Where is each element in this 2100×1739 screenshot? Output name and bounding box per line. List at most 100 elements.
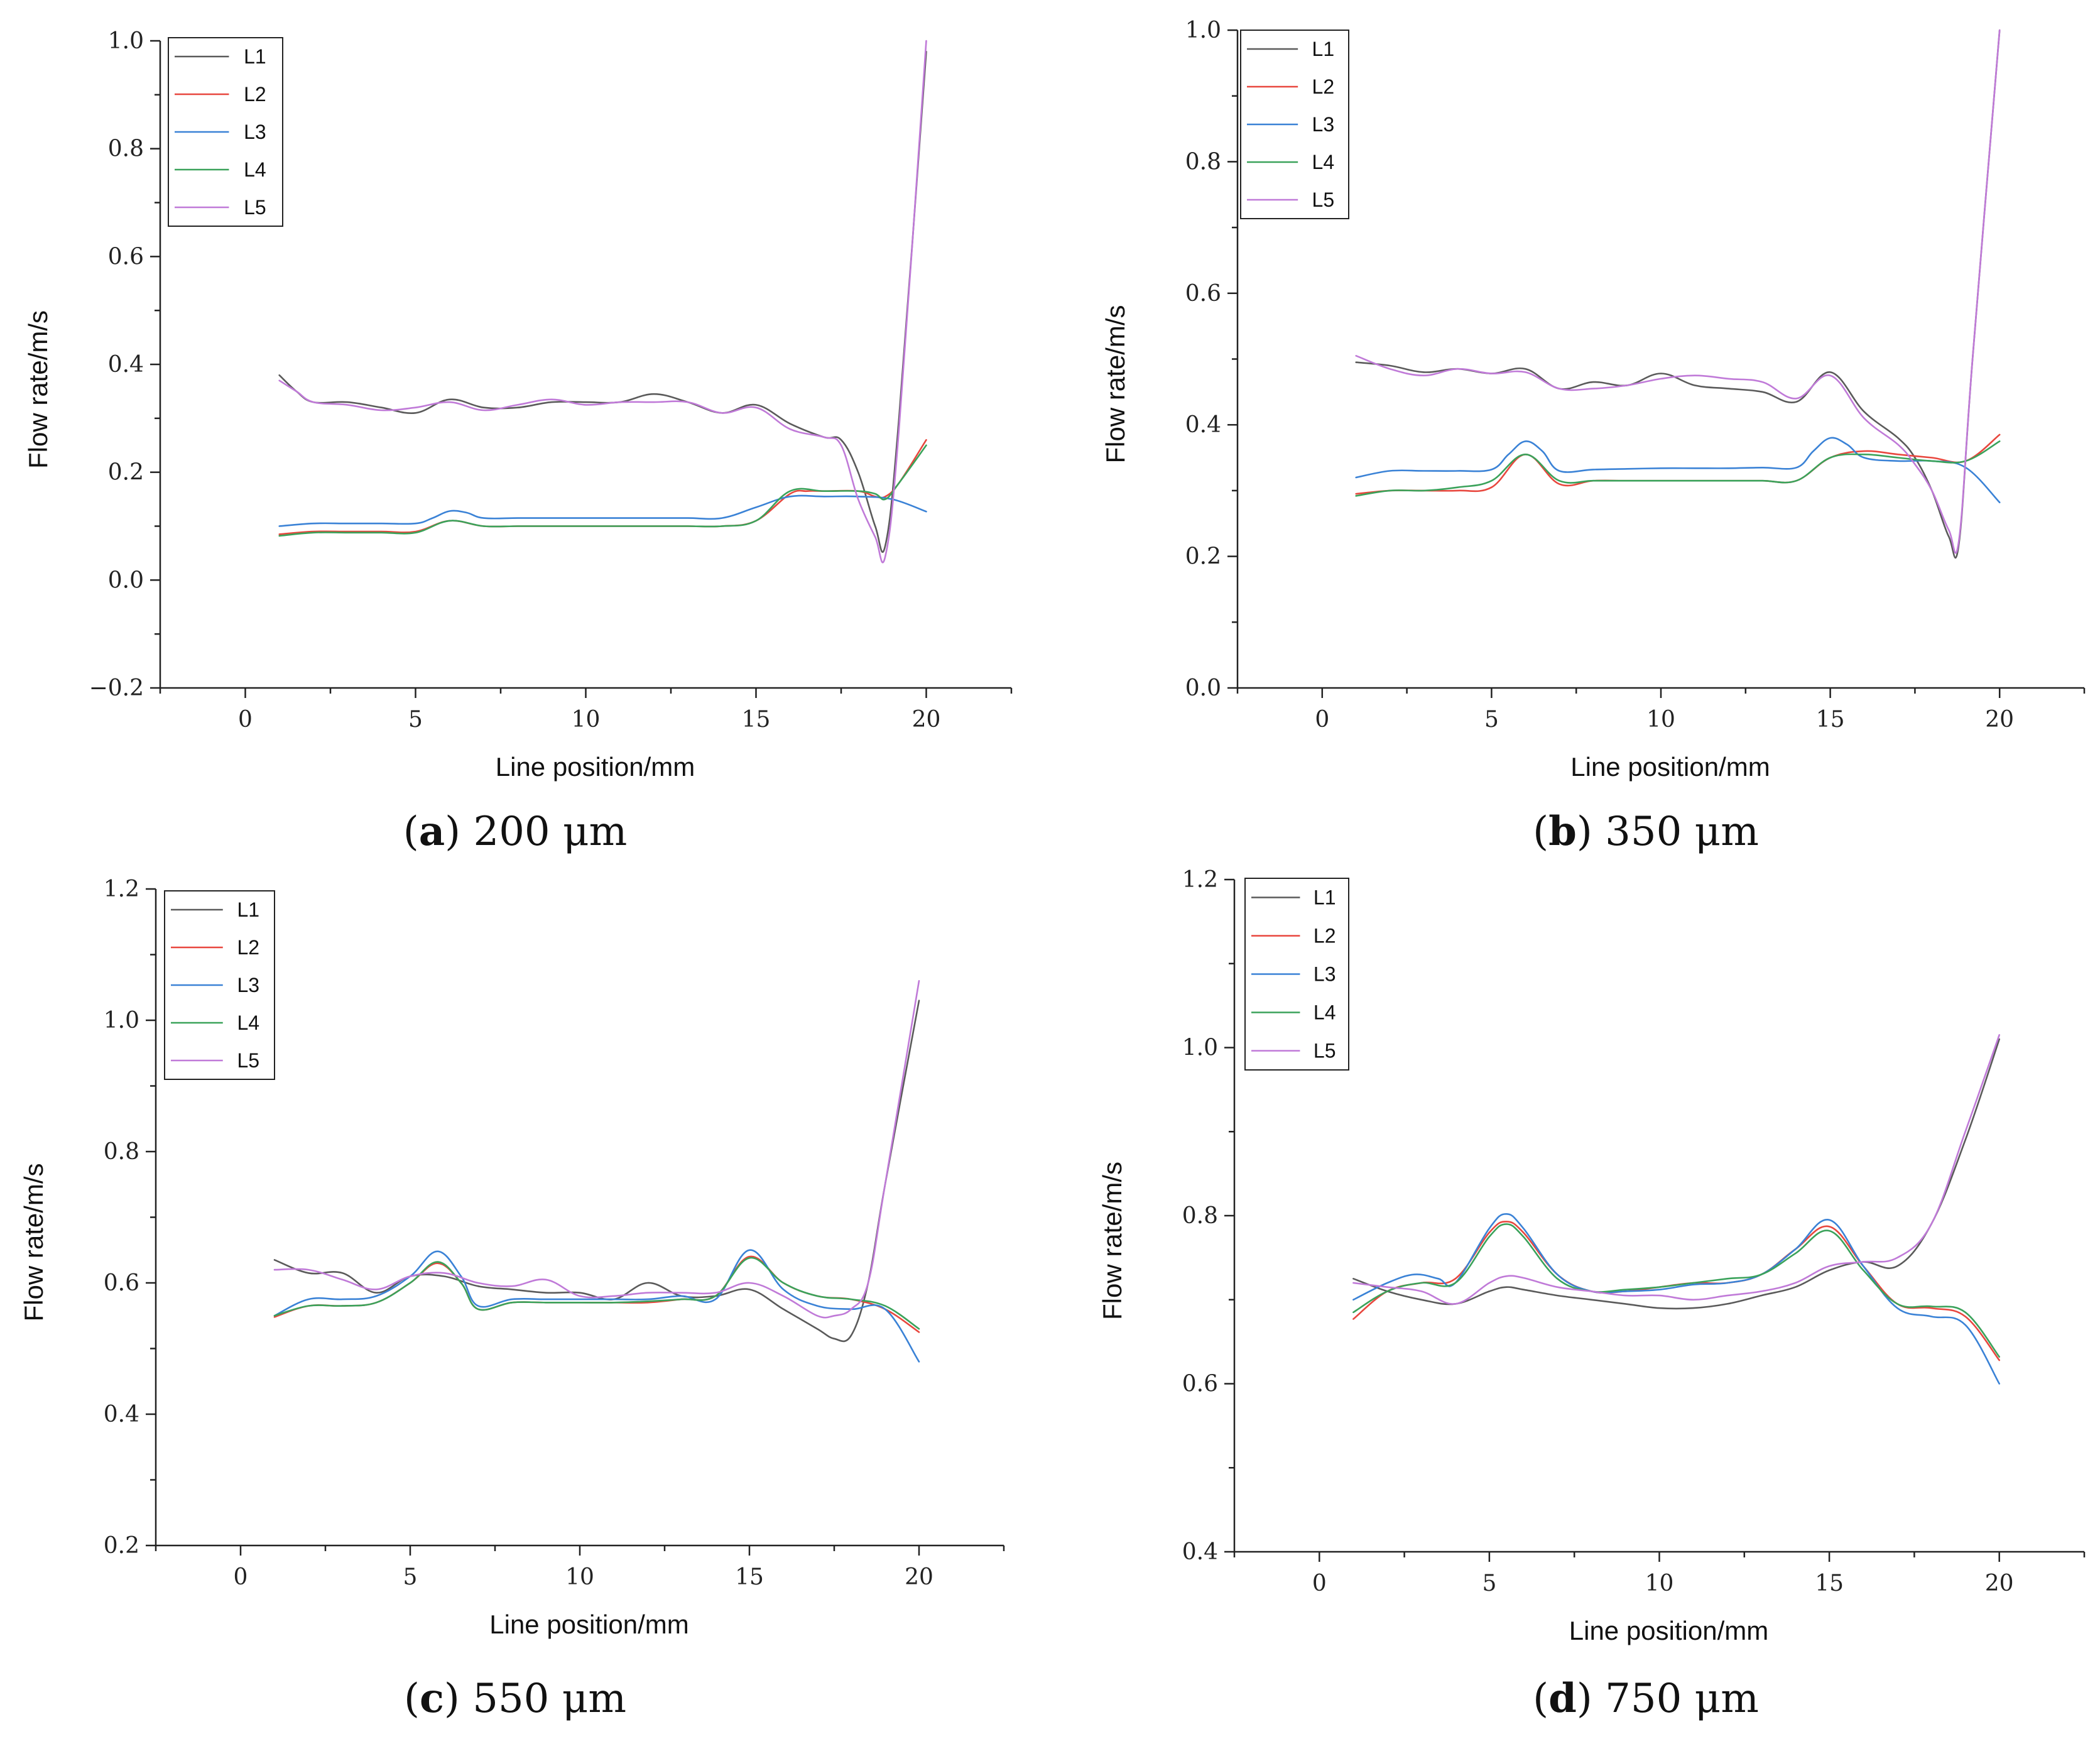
y-tick-label: 0.8 — [108, 136, 144, 162]
x-tick-label: 20 — [905, 1564, 933, 1590]
legend-label-l5: L5 — [1312, 188, 1335, 211]
y-tick-label: 0.8 — [1182, 1203, 1218, 1229]
caption-open-paren: ( — [404, 1676, 420, 1722]
series-group — [1355, 29, 2001, 559]
series-line-l5 — [278, 40, 927, 564]
caption-text: 550 μm — [460, 1676, 626, 1722]
series-line-l1 — [273, 1000, 920, 1343]
y-tick-label: 1.2 — [104, 876, 139, 902]
series-line-l3 — [273, 1249, 920, 1363]
y-tick-label: 1.0 — [104, 1008, 139, 1033]
x-tick-label: 5 — [1482, 1571, 1496, 1596]
caption-open-paren: ( — [1533, 809, 1548, 855]
y-tick-label: 0.0 — [1185, 675, 1221, 701]
x-tick-label: 20 — [1985, 1571, 2014, 1596]
x-tick-label: 20 — [912, 707, 941, 733]
y-tick-label: 0.4 — [104, 1402, 139, 1427]
y-tick-label: 0.8 — [104, 1139, 139, 1165]
series-group — [273, 980, 920, 1363]
x-axis-label: Line position/mm — [1569, 1616, 1768, 1645]
series-line-l5 — [1355, 29, 2001, 554]
series-group — [278, 40, 927, 564]
chart-panel-c: 0.2 0.4 0.6 0.8 1.0 1.2 0 5 10 15 20 Line position/… — [19, 876, 1005, 1722]
x-axis-label: Line position/mm — [489, 1610, 688, 1639]
series-line-l2 — [273, 1255, 920, 1333]
x-tick-label: 5 — [408, 707, 423, 733]
y-axis-label: Flow rate/m/s — [1097, 1162, 1127, 1320]
caption-close-paren: ) — [1577, 1676, 1592, 1722]
y-tick-label: 1.0 — [108, 28, 144, 54]
series-line-l3 — [1355, 437, 2001, 503]
y-axis-label: Flow rate/m/s — [1101, 305, 1130, 463]
y-tick-label: 0.2 — [108, 460, 144, 486]
y-tick-label: 0.4 — [1182, 1539, 1218, 1565]
chart-panel-a: −0.2 0.0 0.2 0.4 0.6 0.8 1.0 0 5 10 15 20 Line posit… — [23, 28, 1013, 855]
x-tick-label: 15 — [1816, 707, 1845, 733]
caption-close-paren: ) — [1577, 809, 1592, 855]
series-line-l4 — [273, 1257, 920, 1330]
legend-label-l5: L5 — [237, 1049, 260, 1072]
legend-label-l2: L2 — [1314, 925, 1336, 947]
panel-caption: (d) 750 μm — [1533, 1675, 1759, 1722]
x-tick-label: 10 — [572, 707, 601, 733]
y-tick-label: −0.2 — [89, 675, 144, 701]
x-tick-label: 5 — [403, 1564, 418, 1590]
series-line-l5 — [1352, 1034, 2000, 1305]
legend-label-l3: L3 — [1314, 963, 1336, 986]
x-tick-label: 10 — [565, 1564, 594, 1590]
legend: L1 L2 L3 L4 L5 — [1240, 30, 1349, 219]
y-tick-label: 0.4 — [108, 352, 144, 378]
y-tick-label: 1.2 — [1182, 867, 1218, 893]
x-tick-label: 15 — [735, 1564, 764, 1590]
series-line-l4 — [1352, 1223, 2000, 1358]
caption-open-paren: ( — [1533, 1676, 1548, 1722]
panel-caption: (b) 350 μm — [1533, 808, 1759, 855]
series-line-l3 — [278, 494, 927, 527]
legend-label-l1: L1 — [1314, 886, 1336, 909]
legend-label-l3: L3 — [244, 121, 266, 143]
x-tick-label: 0 — [1315, 707, 1329, 733]
legend-label-l5: L5 — [244, 196, 266, 219]
x-axis-label: Line position/mm — [496, 752, 695, 782]
caption-letter: c — [420, 1675, 444, 1722]
legend-label-l3: L3 — [237, 974, 260, 996]
x-tick-label: 0 — [238, 707, 253, 733]
y-tick-label: 1.0 — [1185, 18, 1221, 43]
legend-label-l2: L2 — [244, 83, 266, 106]
x-tick-label: 15 — [1815, 1571, 1844, 1596]
panel-caption: (c) 550 μm — [404, 1675, 626, 1722]
series-line-l4 — [278, 444, 927, 537]
y-tick-label: 0.0 — [108, 567, 144, 593]
series-line-l5 — [273, 980, 920, 1319]
legend: L1 L2 L3 L4 L5 — [1244, 878, 1349, 1071]
legend: L1 L2 L3 L4 L5 — [164, 890, 275, 1080]
y-tick-label: 0.6 — [1185, 281, 1221, 307]
caption-letter: b — [1548, 808, 1577, 855]
x-axis-label: Line position/mm — [1570, 752, 1770, 782]
x-tick-label: 10 — [1645, 1571, 1674, 1596]
y-axis-label: Flow rate/m/s — [23, 310, 53, 469]
legend-label-l4: L4 — [237, 1011, 260, 1034]
series-group — [1352, 1034, 2000, 1385]
x-tick-label: 0 — [1312, 1571, 1327, 1596]
caption-open-paren: ( — [403, 809, 419, 855]
legend-label-l5: L5 — [1314, 1040, 1336, 1062]
legend-label-l4: L4 — [1312, 151, 1335, 173]
x-tick-label: 0 — [234, 1564, 248, 1590]
y-tick-label: 0.6 — [1182, 1371, 1218, 1397]
y-axis-label: Flow rate/m/s — [19, 1163, 48, 1321]
y-tick-label: 0.2 — [104, 1533, 139, 1559]
series-line-l4 — [1355, 440, 2001, 497]
series-line-l1 — [1355, 29, 2001, 559]
legend-label-l4: L4 — [1314, 1001, 1336, 1024]
chart-panel-d: 0.4 0.6 0.8 1.0 1.2 0 5 10 15 20 Line position/mm F… — [1097, 867, 2086, 1722]
caption-close-paren: ) — [444, 1676, 460, 1722]
legend-label-l1: L1 — [244, 45, 266, 68]
y-tick-label: 0.4 — [1185, 412, 1221, 438]
series-line-l2 — [1352, 1221, 2000, 1361]
legend-label-l2: L2 — [1312, 75, 1335, 98]
x-tick-label: 5 — [1484, 707, 1499, 733]
caption-close-paren: ) — [445, 809, 460, 855]
x-tick-label: 15 — [742, 707, 771, 733]
